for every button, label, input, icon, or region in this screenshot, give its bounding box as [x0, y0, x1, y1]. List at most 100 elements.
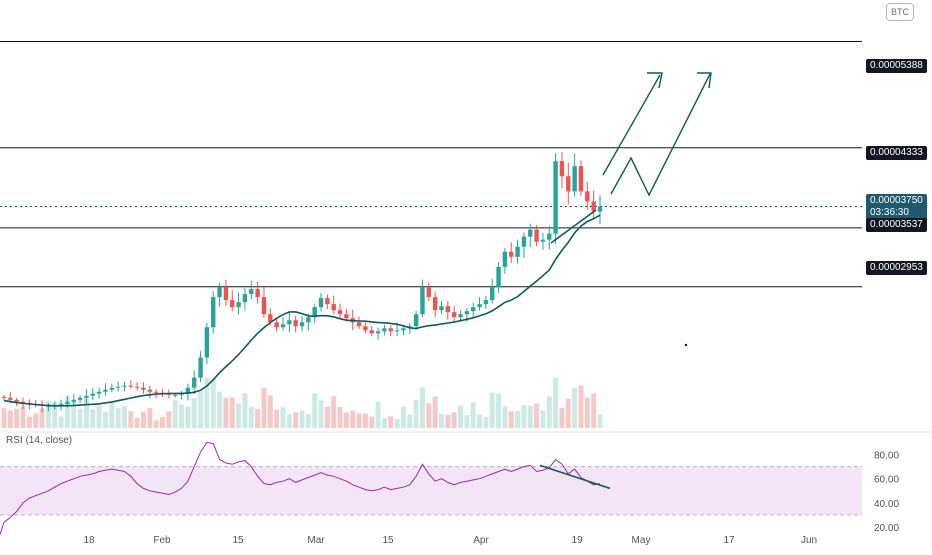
- marker-dot: [684, 343, 688, 347]
- candle-body: [287, 320, 292, 325]
- candle-body: [96, 391, 102, 394]
- volume-bar: [331, 396, 337, 428]
- candle-body: [325, 298, 330, 305]
- candle-body: [509, 251, 514, 257]
- candle-body: [293, 320, 298, 327]
- current-price-value: 0.00003750: [870, 195, 923, 206]
- candle-body: [382, 328, 387, 332]
- volume-bar: [565, 398, 571, 428]
- volume-bar: [102, 411, 108, 428]
- volume-bar: [33, 413, 39, 428]
- rsi-indicator-title[interactable]: RSI (14, close): [6, 435, 73, 446]
- candle-body: [369, 330, 374, 334]
- candle-body: [578, 166, 584, 192]
- volume-bar: [45, 400, 51, 428]
- volume-bar: [210, 378, 216, 428]
- volume-bar: [293, 412, 299, 428]
- volume-bar: [229, 397, 235, 428]
- candle-body: [375, 331, 381, 334]
- volume-bar: [508, 411, 514, 428]
- volume-bar: [572, 387, 578, 428]
- volume-bar: [128, 411, 134, 428]
- volume-bar: [255, 408, 261, 428]
- x-axis-tick-label: 15: [382, 535, 394, 546]
- volume-bar: [350, 410, 356, 428]
- x-axis-tick-label: Jun: [801, 535, 817, 546]
- x-axis-tick-label: Feb: [153, 535, 171, 546]
- price-tag-low: 0.00002953: [866, 261, 927, 275]
- volume-bar: [236, 403, 242, 428]
- volume-bar: [286, 414, 292, 428]
- volume-bar: [515, 410, 521, 428]
- rsi-divergence-line: [539, 464, 611, 490]
- volume-bar: [521, 405, 527, 428]
- volume-bar: [71, 400, 77, 428]
- volume-bar: [312, 393, 318, 428]
- rsi-axis-tick: 60.00: [874, 475, 899, 486]
- volume-layer: [1, 378, 603, 428]
- rsi-layer: [0, 431, 932, 535]
- x-axis-tick-label: 19: [571, 535, 583, 546]
- candle-body: [147, 389, 153, 392]
- candle-body: [115, 386, 121, 388]
- x-axis-tick-label: 18: [83, 535, 95, 546]
- candle-body: [90, 393, 95, 396]
- volume-bar: [324, 406, 330, 428]
- candle-body: [268, 314, 273, 323]
- arrow-head-1: [647, 72, 663, 89]
- candle-body: [261, 297, 267, 315]
- volume-bar: [400, 406, 406, 428]
- volume-bar: [496, 393, 502, 428]
- volume-bar: [191, 398, 197, 428]
- volume-bar: [96, 404, 102, 428]
- candle-body: [572, 166, 577, 192]
- volume-bar: [121, 405, 127, 428]
- volume-bar: [591, 393, 597, 428]
- countdown-timer: 03:36:30: [870, 207, 909, 218]
- candle-body: [204, 327, 210, 358]
- volume-bar: [90, 409, 96, 428]
- volume-bar: [534, 403, 540, 428]
- candle-body: [312, 307, 317, 318]
- candle-body: [363, 326, 368, 331]
- candle-body: [490, 287, 495, 301]
- candle-body: [14, 399, 19, 402]
- volume-bar: [438, 413, 444, 428]
- candle-body: [179, 393, 184, 395]
- volume-bar: [172, 400, 178, 428]
- candle-body: [236, 302, 241, 308]
- price-tag-current: 0.00003750 03:36:30: [866, 194, 927, 221]
- volume-bar: [261, 387, 267, 428]
- volume-bar: [217, 391, 223, 428]
- volume-bar: [381, 418, 387, 428]
- annotation-layer: [550, 72, 712, 347]
- volume-bar: [242, 393, 248, 428]
- candle-body: [553, 161, 558, 234]
- volume-bar: [267, 395, 273, 428]
- candle-body: [591, 201, 596, 212]
- candle-body: [217, 287, 222, 298]
- currency-badge[interactable]: BTC: [886, 3, 914, 21]
- volume-bar: [413, 400, 419, 428]
- candle-body: [401, 328, 406, 331]
- candle-body: [71, 399, 76, 402]
- horizontal-lines-layer: [0, 40, 862, 288]
- arrow-head-2: [697, 72, 712, 89]
- candle-body: [280, 324, 286, 328]
- volume-bar: [407, 414, 413, 428]
- candle-body: [274, 322, 279, 328]
- volume-bar: [356, 413, 362, 428]
- candle-body: [502, 251, 508, 267]
- rsi-axis-tick: 80.00: [874, 451, 899, 462]
- x-axis-tick-label: May: [632, 535, 651, 546]
- price-tag-high: 0.00005388: [866, 59, 927, 73]
- candle-body: [122, 385, 127, 387]
- rsi-band: [0, 466, 862, 516]
- candles-layer: [1, 152, 603, 413]
- candle-body: [242, 294, 248, 303]
- volume-bar: [337, 407, 343, 428]
- candle-body: [547, 233, 552, 240]
- candle-body: [432, 297, 438, 311]
